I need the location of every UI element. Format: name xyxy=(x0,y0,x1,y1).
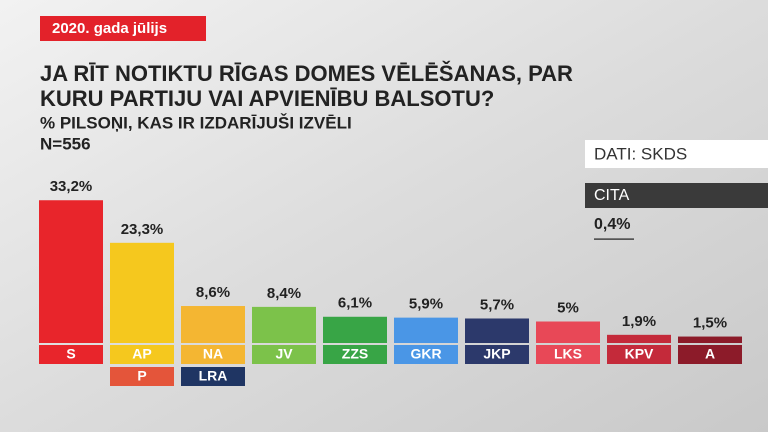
bar xyxy=(252,306,316,343)
category-label: LKS xyxy=(554,346,582,362)
category-label: KPV xyxy=(625,346,654,362)
value-label: 5,9% xyxy=(409,296,443,313)
sub-category-label: P xyxy=(137,368,146,384)
bar xyxy=(607,334,671,343)
category-label: ZZS xyxy=(342,346,368,362)
bar xyxy=(181,306,245,343)
category-box xyxy=(465,345,529,364)
category-box xyxy=(678,345,742,364)
tag-box xyxy=(40,16,206,41)
category-box xyxy=(252,345,316,364)
category-box xyxy=(536,345,600,364)
source: DATI: SKDS xyxy=(594,144,687,163)
value-label: 5,7% xyxy=(480,296,514,313)
value-label: 8,6% xyxy=(196,284,230,301)
category-label: S xyxy=(66,346,75,362)
category-label: JV xyxy=(275,346,293,362)
category-box xyxy=(607,345,671,364)
value-label: 1,5% xyxy=(693,315,727,332)
category-box xyxy=(110,345,174,364)
bar xyxy=(678,336,742,343)
value-label: 5% xyxy=(557,299,579,316)
value-label: 6,1% xyxy=(338,295,372,312)
bar xyxy=(110,242,174,343)
source-box xyxy=(585,140,768,168)
category-box xyxy=(323,345,387,364)
other-value-label: 0,4% xyxy=(594,216,630,233)
bar xyxy=(465,318,529,343)
other-bar xyxy=(594,238,634,240)
value-label: 33,2% xyxy=(50,178,93,195)
subtitle: % PILSOŅI, KAS IR IZDARĪJUŠI IZVĒLI xyxy=(40,113,352,132)
bar xyxy=(323,316,387,343)
chart-title: JA RĪT NOTIKTU RĪGAS DOMES VĒLĒŠANAS, PA… xyxy=(40,61,573,86)
category-box xyxy=(181,345,245,364)
value-label: 23,3% xyxy=(121,221,164,238)
category-label: GKR xyxy=(410,346,441,362)
value-label: 1,9% xyxy=(622,313,656,330)
category-box xyxy=(39,345,103,364)
chart-title: KURU PARTIJU VAI APVIENĪBU BALSOTU? xyxy=(40,86,494,111)
other-box xyxy=(585,183,768,208)
bar xyxy=(394,317,458,343)
value-label: 8,4% xyxy=(267,285,301,302)
category-box xyxy=(394,345,458,364)
category-label: JKP xyxy=(483,346,510,362)
sub-category-box xyxy=(110,367,174,386)
other-label: CITA xyxy=(594,187,630,204)
subtitle: N=556 xyxy=(40,134,91,153)
sub-category-box xyxy=(181,367,245,386)
tag: 2020. gada jūlijs xyxy=(52,20,167,37)
category-label: AP xyxy=(132,346,151,362)
bar xyxy=(39,200,103,343)
sub-category-label: LRA xyxy=(199,368,228,384)
bar xyxy=(536,321,600,343)
category-label: NA xyxy=(203,346,223,362)
category-label: A xyxy=(705,346,715,362)
